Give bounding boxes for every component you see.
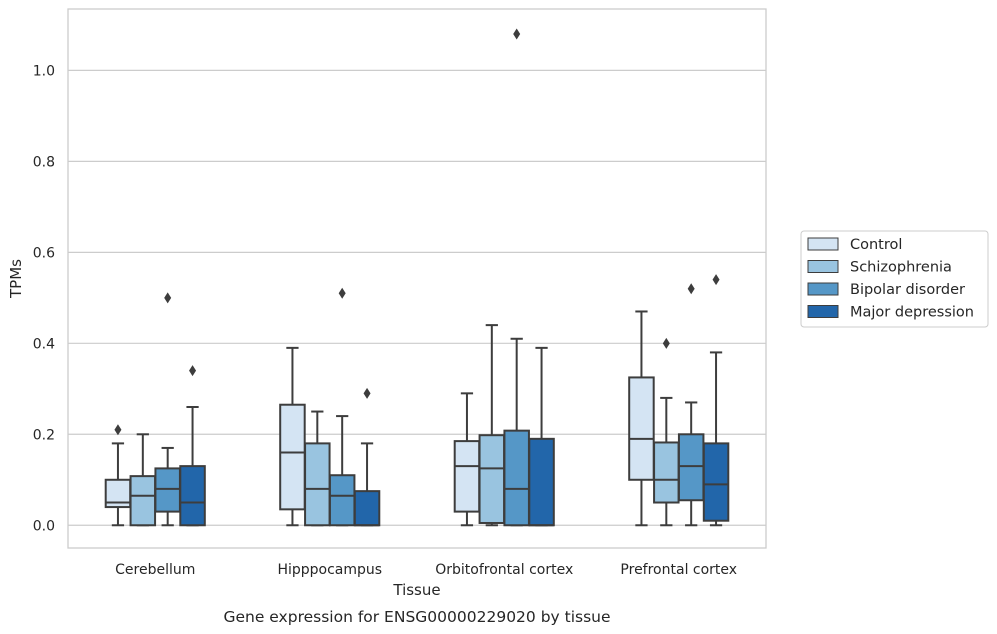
box-control: [453, 392, 481, 527]
box-control: [104, 424, 132, 527]
plot-frame: [67, 8, 767, 549]
legend-swatch: [807, 260, 839, 273]
box-bipolar-disorder: [503, 28, 530, 527]
x-tick-label: Hipppocampus: [277, 562, 382, 578]
box-iqr: [453, 440, 481, 513]
x-axis-label: Tissue: [392, 581, 440, 599]
outlier-point: [662, 337, 670, 349]
box-bipolar-disorder: [154, 292, 181, 527]
outlier-point: [687, 283, 695, 295]
box-iqr: [628, 376, 655, 481]
box-iqr: [702, 442, 730, 522]
legend-swatch: [807, 305, 839, 318]
box-schizophrenia: [304, 410, 331, 527]
legend-label: Major depression: [850, 305, 974, 321]
box-iqr: [503, 429, 530, 527]
grid-lines: [68, 69, 766, 526]
box-iqr: [279, 403, 306, 511]
box-iqr: [154, 467, 181, 513]
box-schizophrenia: [478, 324, 506, 527]
x-tick-label: Prefrontal cortex: [620, 562, 737, 578]
legend: Control Schizophrenia Bipolar disorder Majo…: [800, 230, 989, 328]
x-tick-label: Orbitofrontal cortex: [435, 562, 573, 578]
box-iqr: [478, 434, 506, 524]
box-bipolar-disorder: [677, 283, 705, 527]
box-control: [628, 310, 655, 527]
box-plots: [104, 28, 730, 527]
outlier-point: [164, 292, 172, 304]
outlier-point: [189, 365, 197, 377]
box-major-depression: [179, 365, 206, 527]
box-iqr: [179, 465, 206, 527]
y-tick-label: 0.8: [33, 154, 55, 170]
box-iqr: [528, 437, 555, 527]
box-bipolar-disorder: [328, 287, 356, 527]
box-iqr: [653, 441, 680, 504]
outlier-point: [114, 424, 122, 436]
legend-swatch: [807, 282, 839, 296]
chart-caption: Gene expression for ENSG00000229020 by t…: [223, 608, 610, 626]
x-tick-labels: Cerebellum Hipppocampus Orbitofrontal cort…: [115, 562, 737, 578]
y-tick-label: 1.0: [33, 63, 55, 79]
legend-label: Control: [850, 237, 902, 253]
legend-label: Schizophrenia: [850, 260, 952, 276]
outlier-point: [513, 28, 521, 40]
y-tick-labels: 0.0 0.2 0.4 0.6 0.8 1.0: [33, 63, 55, 534]
legend-swatch: [807, 237, 839, 251]
y-tick-label: 0.6: [33, 245, 55, 261]
y-axis-label: TPMs: [7, 259, 25, 299]
box-iqr: [677, 433, 705, 502]
box-schizophrenia: [129, 433, 157, 527]
box-iqr: [353, 490, 381, 527]
box-schizophrenia: [653, 337, 680, 527]
box-major-depression: [702, 274, 730, 527]
outlier-point: [338, 287, 346, 299]
box-iqr: [328, 474, 356, 527]
box-major-depression: [528, 346, 555, 527]
outlier-point: [712, 274, 720, 286]
box-control: [279, 346, 306, 527]
legend-label: Bipolar disorder: [850, 282, 965, 298]
outlier-point: [363, 387, 371, 399]
x-tick-label: Cerebellum: [115, 562, 195, 578]
legend-frame: [800, 230, 989, 328]
box-iqr: [129, 475, 157, 527]
y-tick-label: 0.4: [33, 336, 55, 352]
y-tick-label: 0.2: [33, 427, 55, 443]
box-iqr: [304, 442, 331, 527]
y-tick-label: 0.0: [33, 518, 55, 534]
box-major-depression: [353, 387, 381, 527]
